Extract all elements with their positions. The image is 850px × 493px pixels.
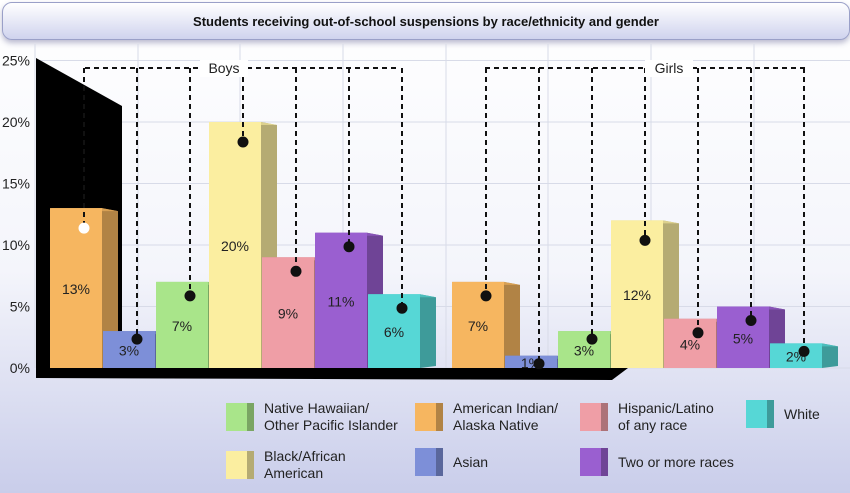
legend-label: Native Hawaiian/ Other Pacific Islander (264, 400, 398, 433)
leader-dot (343, 241, 355, 253)
leader-dot (184, 290, 196, 302)
bar-side (822, 343, 838, 368)
bar (558, 331, 610, 368)
legend-swatch (415, 448, 443, 476)
bar-value-label: 20% (221, 238, 249, 254)
bar-side (420, 294, 436, 368)
bar (611, 220, 663, 368)
group-label-bg (645, 60, 693, 77)
bar (315, 232, 367, 368)
legend-swatch (580, 448, 608, 476)
leader-dot (745, 315, 757, 326)
legend-item: Black/African American (226, 448, 346, 482)
bar (262, 257, 314, 368)
legend-label: Asian (453, 453, 489, 470)
legend-label: Two or more races (618, 453, 734, 470)
bar (50, 208, 102, 368)
leader-dot (692, 327, 704, 339)
y-tick-label: 5% (10, 299, 30, 315)
bar (209, 122, 261, 368)
bar (103, 331, 155, 368)
y-tick-label: 15% (2, 176, 30, 192)
y-tick-label: 20% (2, 114, 30, 130)
bar (717, 306, 769, 368)
leader-dot (533, 358, 545, 370)
bar (664, 318, 716, 368)
y-tick-label: 10% (2, 237, 30, 253)
bar-value-label: 11% (328, 293, 355, 309)
chart-floor (36, 368, 628, 380)
leader-dot (78, 222, 90, 234)
legend-label: American Indian/ Alaska Native (453, 400, 559, 433)
legend-item: Native Hawaiian/ Other Pacific Islander (226, 400, 398, 434)
leader-dot (639, 234, 651, 246)
leader-dot (131, 333, 143, 345)
bar-value-label: 7% (172, 318, 192, 334)
legend-item: White (746, 400, 820, 428)
group-label: Boys (208, 60, 239, 76)
legend-item: American Indian/ Alaska Native (415, 400, 558, 434)
bar-value-label: 7% (468, 318, 488, 334)
bar (156, 281, 208, 368)
bar-value-label: 4% (680, 336, 700, 352)
bar-value-label: 3% (119, 343, 139, 359)
group-label-bg (200, 60, 248, 77)
bar (770, 343, 822, 368)
leader-dot (396, 302, 408, 314)
bar-side (504, 281, 520, 368)
leader-dot (237, 136, 249, 148)
leader-dot (290, 265, 302, 277)
legend-swatch (226, 451, 254, 479)
leader-dot (480, 290, 492, 302)
bar-value-label: 9% (278, 306, 298, 322)
leader-dot (798, 345, 810, 357)
bar (368, 294, 420, 368)
leader-dot (586, 333, 598, 345)
legend-swatch (746, 400, 774, 428)
y-tick-label: 0% (10, 360, 30, 376)
legend-swatch (415, 403, 443, 431)
chart-title: Students receiving out-of-school suspens… (193, 13, 659, 29)
bar (452, 281, 504, 368)
y-tick-label: 25% (2, 53, 30, 69)
legend-item: Hispanic/Latino of any race (580, 400, 714, 434)
legend-item: Two or more races (580, 448, 734, 476)
bar-value-label: 12% (623, 287, 651, 303)
bar-value-label: 5% (733, 330, 753, 346)
bar-value-label: 3% (574, 343, 594, 359)
legend-swatch (580, 403, 608, 431)
bar-value-label: 6% (384, 324, 404, 340)
chart-title-bar: Students receiving out-of-school suspens… (2, 2, 850, 40)
group-label: Girls (655, 60, 684, 76)
legend-label: Black/African American (264, 448, 346, 481)
bar-value-label: 13% (62, 281, 90, 297)
legend-label: White (784, 405, 820, 422)
bar-side (102, 208, 118, 368)
legend-item: Asian (415, 448, 488, 476)
legend-label: Hispanic/Latino of any race (618, 400, 714, 433)
legend-swatch (226, 403, 254, 431)
